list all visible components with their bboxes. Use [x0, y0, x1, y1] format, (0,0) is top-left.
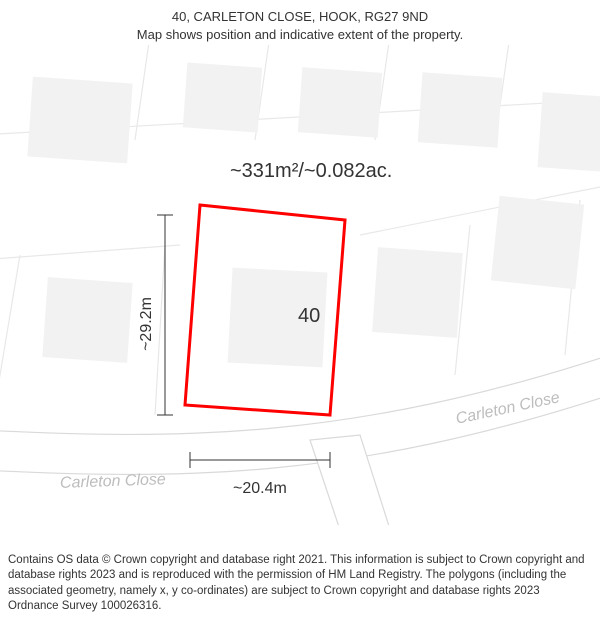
area-label: ~331m²/~0.082ac.: [230, 160, 392, 183]
width-dimension-label: ~20.4m: [233, 480, 287, 498]
house-number: 40: [298, 305, 320, 328]
footer-copyright: Contains OS data © Crown copyright and d…: [0, 547, 600, 625]
map-svg: [0, 45, 600, 525]
subtitle: Map shows position and indicative extent…: [10, 26, 590, 44]
height-dimension-label: ~29.2m: [138, 297, 156, 351]
street-label: Carleton Close: [60, 471, 166, 493]
header: 40, CARLETON CLOSE, HOOK, RG27 9ND Map s…: [0, 0, 600, 48]
map-area: ~331m²/~0.082ac. 40 ~20.4m ~29.2m Carlet…: [0, 45, 600, 525]
address-title: 40, CARLETON CLOSE, HOOK, RG27 9ND: [10, 8, 590, 26]
